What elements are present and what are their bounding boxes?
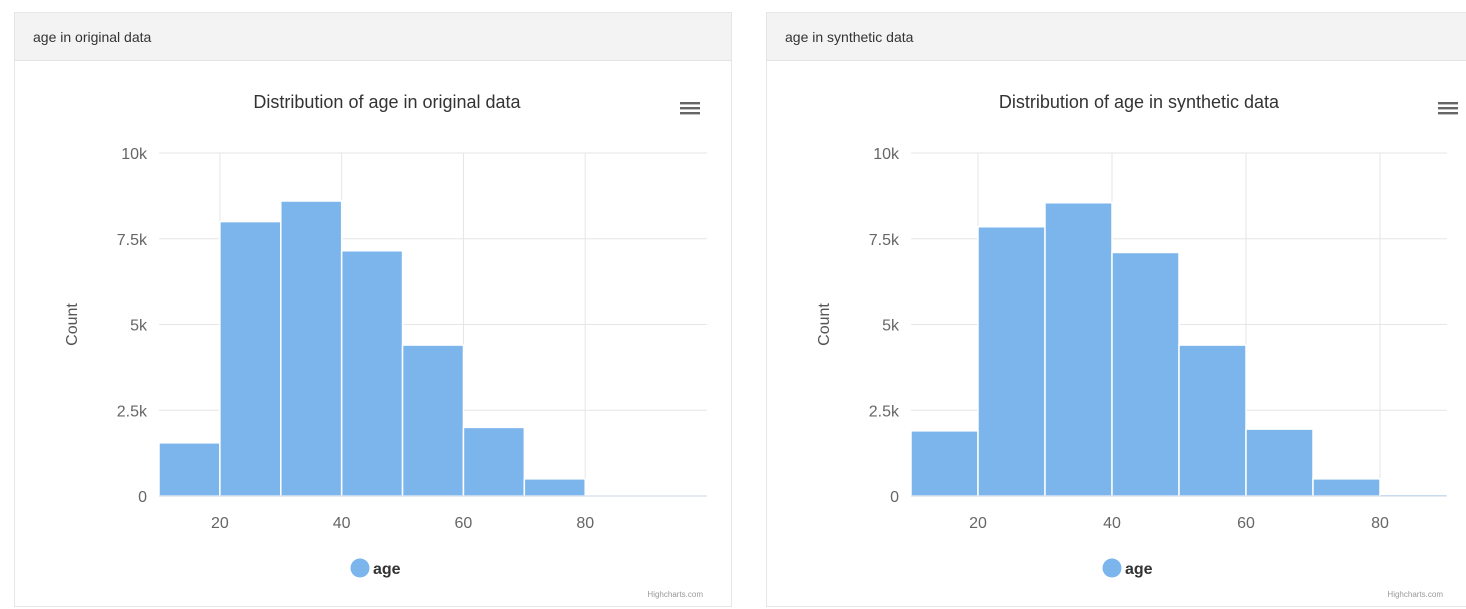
histogram-bar[interactable] xyxy=(1245,428,1314,497)
chart-synthetic: Distribution of age in synthetic data 0 2.… xyxy=(816,92,1461,599)
x-tick-label: 40 xyxy=(1103,515,1121,532)
panel-header-original: age in original data xyxy=(15,13,731,61)
x-tick-label: 40 xyxy=(333,515,351,532)
y-tick-label: 5k xyxy=(882,318,900,335)
legend-symbol xyxy=(350,558,370,578)
histogram-bar[interactable] xyxy=(1178,344,1247,497)
x-tick-label: 60 xyxy=(455,515,473,532)
chart-panel-original: age in original data Distribution of age… xyxy=(14,12,732,607)
y-tick-label: 2.5k xyxy=(869,403,900,420)
histogram-bar[interactable] xyxy=(340,250,404,497)
x-tick-label: 80 xyxy=(576,515,594,532)
chart-credits[interactable]: Highcharts.com xyxy=(647,590,703,599)
histogram-bar[interactable] xyxy=(523,478,586,497)
hamburger-menu-icon[interactable] xyxy=(675,95,703,119)
y-tick-label: 0 xyxy=(890,489,899,506)
y-tick-label: 7.5k xyxy=(117,232,148,249)
legend-label: age xyxy=(1125,561,1153,578)
x-tick-label: 20 xyxy=(969,515,987,532)
legend-symbol xyxy=(1102,558,1122,578)
histogram-bar[interactable] xyxy=(1111,251,1180,497)
legend-label: age xyxy=(373,561,401,578)
panel-header-synthetic: age in synthetic data xyxy=(767,13,1466,61)
y-axis-title: Count xyxy=(816,303,833,346)
x-tick-label: 60 xyxy=(1237,515,1255,532)
histogram-bar[interactable] xyxy=(977,225,1046,497)
x-tick-label: 80 xyxy=(1371,515,1389,532)
histogram-bar[interactable] xyxy=(280,200,343,497)
y-tick-label: 5k xyxy=(130,318,148,335)
histogram-bar[interactable] xyxy=(401,344,465,497)
chart-credits[interactable]: Highcharts.com xyxy=(1387,590,1443,599)
y-axis-title: Count xyxy=(64,303,81,346)
x-tick-label: 20 xyxy=(211,515,229,532)
histogram-bar[interactable] xyxy=(910,430,979,497)
chart-title: Distribution of age in synthetic data xyxy=(999,92,1280,112)
histogram-bar[interactable] xyxy=(219,220,282,497)
y-tick-label: 10k xyxy=(121,146,148,163)
chart-panel-synthetic: age in synthetic data Distribution of ag… xyxy=(766,12,1466,607)
legend-item-age[interactable]: age xyxy=(1102,558,1153,579)
chart-title: Distribution of age in original data xyxy=(253,92,521,112)
histogram-bar[interactable] xyxy=(1312,478,1381,497)
y-tick-label: 10k xyxy=(873,146,900,163)
chart-original: Distribution of age in original data 0 2.5… xyxy=(64,92,708,599)
hamburger-menu-icon[interactable] xyxy=(1433,95,1461,119)
legend-item-age[interactable]: age xyxy=(350,558,401,579)
y-tick-label: 7.5k xyxy=(869,232,900,249)
histogram-bar[interactable] xyxy=(158,442,221,497)
y-tick-label: 0 xyxy=(138,489,147,506)
histogram-bar[interactable] xyxy=(1044,201,1113,497)
y-tick-label: 2.5k xyxy=(117,403,148,420)
histogram-bar[interactable] xyxy=(462,426,526,497)
